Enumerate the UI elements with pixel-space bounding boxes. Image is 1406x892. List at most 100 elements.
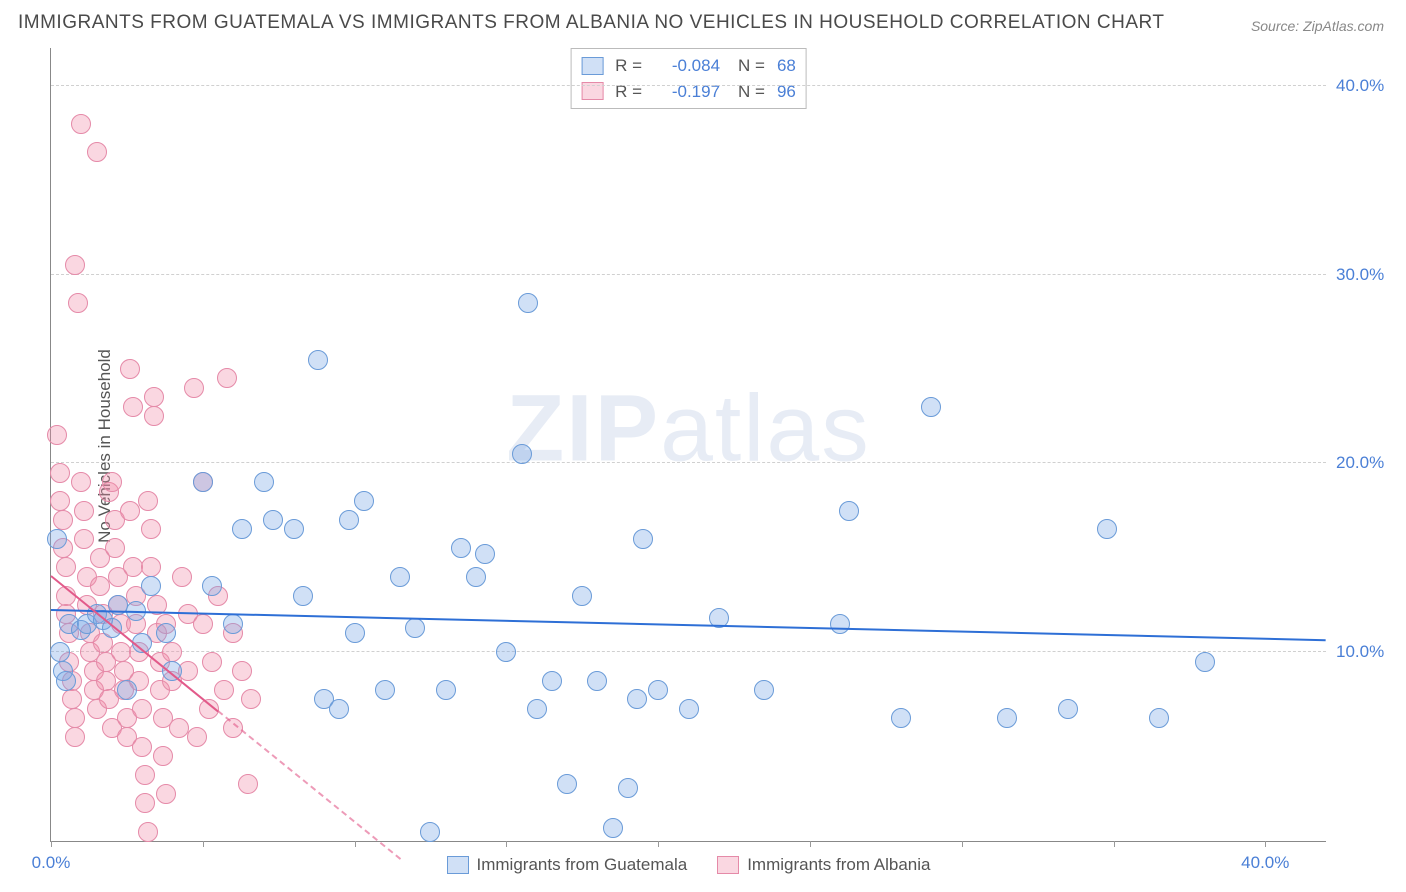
data-point — [618, 778, 638, 798]
data-point — [138, 822, 158, 842]
data-point — [138, 491, 158, 511]
data-point — [839, 501, 859, 521]
data-point — [1149, 708, 1169, 728]
data-point — [96, 671, 116, 691]
data-point — [217, 368, 237, 388]
data-point — [172, 567, 192, 587]
data-point — [921, 397, 941, 417]
data-point — [238, 774, 258, 794]
data-point — [144, 406, 164, 426]
data-point — [141, 576, 161, 596]
y-tick-label: 40.0% — [1336, 76, 1398, 96]
data-point — [603, 818, 623, 838]
data-point — [518, 293, 538, 313]
legend-row-guatemala: R = -0.084 N = 68 — [581, 53, 796, 79]
swatch-guatemala — [581, 57, 603, 75]
watermark: ZIPatlas — [506, 374, 870, 483]
x-tick — [962, 841, 963, 847]
data-point — [405, 618, 425, 638]
data-point — [156, 623, 176, 643]
data-point — [123, 557, 143, 577]
data-point — [436, 680, 456, 700]
data-point — [542, 671, 562, 691]
watermark-bold: ZIP — [506, 375, 660, 481]
data-point — [120, 501, 140, 521]
n-label: N = — [738, 53, 765, 79]
data-point — [496, 642, 516, 662]
x-tick — [51, 841, 52, 847]
data-point — [375, 680, 395, 700]
data-point — [105, 538, 125, 558]
data-point — [120, 359, 140, 379]
legend-label-albania: Immigrants from Albania — [747, 855, 930, 875]
scatter-plot-area: ZIPatlas R = -0.084 N = 68 R = -0.197 N … — [50, 48, 1326, 842]
legend-item-guatemala: Immigrants from Guatemala — [447, 855, 688, 875]
data-point — [997, 708, 1017, 728]
data-point — [390, 567, 410, 587]
data-point — [420, 822, 440, 842]
data-point — [56, 557, 76, 577]
data-point — [354, 491, 374, 511]
legend-item-albania: Immigrants from Albania — [717, 855, 930, 875]
data-point — [193, 472, 213, 492]
data-point — [648, 680, 668, 700]
data-point — [135, 793, 155, 813]
data-point — [47, 529, 67, 549]
data-point — [90, 576, 110, 596]
legend-label-guatemala: Immigrants from Guatemala — [477, 855, 688, 875]
data-point — [153, 746, 173, 766]
data-point — [475, 544, 495, 564]
data-point — [156, 784, 176, 804]
data-point — [1058, 699, 1078, 719]
data-point — [169, 718, 189, 738]
r-value-albania: -0.197 — [650, 79, 720, 105]
data-point — [65, 708, 85, 728]
legend-row-albania: R = -0.197 N = 96 — [581, 79, 796, 105]
data-point — [557, 774, 577, 794]
data-point — [141, 557, 161, 577]
n-value-albania: 96 — [777, 79, 796, 105]
n-value-guatemala: 68 — [777, 53, 796, 79]
data-point — [329, 699, 349, 719]
data-point — [512, 444, 532, 464]
data-point — [71, 472, 91, 492]
r-label: R = — [615, 79, 642, 105]
data-point — [241, 689, 261, 709]
data-point — [74, 529, 94, 549]
data-point — [135, 765, 155, 785]
data-point — [141, 519, 161, 539]
data-point — [65, 727, 85, 747]
x-tick — [355, 841, 356, 847]
data-point — [123, 397, 143, 417]
data-point — [62, 689, 82, 709]
x-tick — [810, 841, 811, 847]
data-point — [71, 114, 91, 134]
gridline — [51, 274, 1326, 275]
y-tick-label: 30.0% — [1336, 265, 1398, 285]
n-label: N = — [738, 79, 765, 105]
x-tick — [1114, 841, 1115, 847]
x-tick — [658, 841, 659, 847]
swatch-guatemala — [447, 856, 469, 874]
data-point — [293, 586, 313, 606]
data-point — [202, 576, 222, 596]
data-point — [56, 671, 76, 691]
legend-correlation-box: R = -0.084 N = 68 R = -0.197 N = 96 — [570, 48, 807, 109]
source-attribution: Source: ZipAtlas.com — [1251, 18, 1384, 34]
data-point — [162, 642, 182, 662]
data-point — [184, 378, 204, 398]
chart-title: IMMIGRANTS FROM GUATEMALA VS IMMIGRANTS … — [18, 12, 1165, 34]
data-point — [53, 510, 73, 530]
data-point — [527, 699, 547, 719]
data-point — [1097, 519, 1117, 539]
x-tick-label-max: 40.0% — [1241, 853, 1289, 873]
data-point — [232, 661, 252, 681]
data-point — [47, 425, 67, 445]
data-point — [679, 699, 699, 719]
y-tick-label: 10.0% — [1336, 642, 1398, 662]
data-point — [202, 652, 222, 672]
gridline — [51, 85, 1326, 86]
data-point — [50, 463, 70, 483]
data-point — [87, 142, 107, 162]
data-point — [830, 614, 850, 634]
